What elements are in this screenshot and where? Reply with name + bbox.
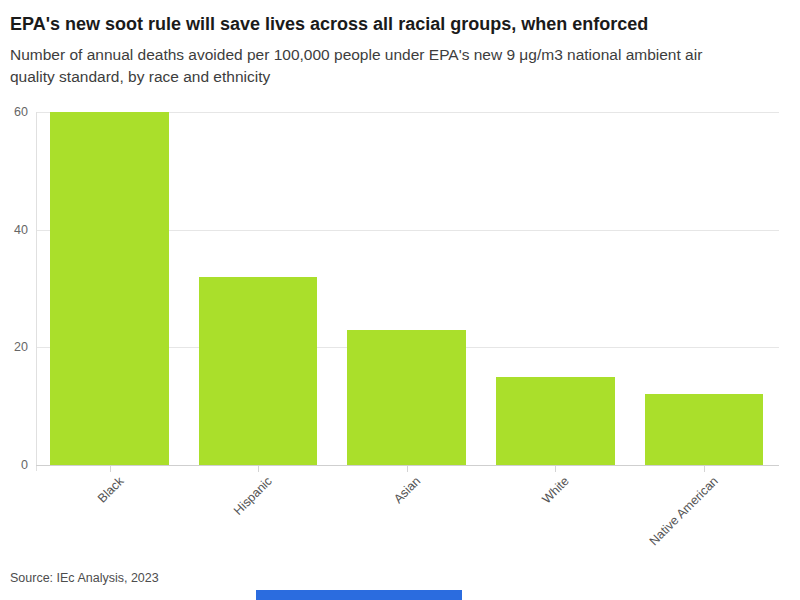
bar-black bbox=[50, 112, 169, 465]
x-tick-black bbox=[110, 466, 111, 472]
y-tick-label-60: 60 bbox=[0, 104, 28, 120]
x-tick-asian bbox=[407, 466, 408, 472]
source-note: Source: IEc Analysis, 2023 bbox=[10, 571, 159, 585]
x-label-hispanic: Hispanic bbox=[231, 474, 275, 518]
bottom-blue-bar bbox=[256, 590, 462, 600]
x-tick-hispanic bbox=[258, 466, 259, 472]
x-label-black: Black bbox=[95, 474, 127, 506]
x-tick-white bbox=[555, 466, 556, 472]
y-axis-line bbox=[36, 112, 37, 471]
x-label-native-american: Native American bbox=[647, 474, 721, 548]
chart-page: EPA's new soot rule will save lives acro… bbox=[0, 0, 800, 600]
bar-native-american bbox=[645, 394, 764, 465]
bar-chart: 0 20 40 60 Black Hispanic Asian White Native Ame… bbox=[0, 0, 800, 600]
y-tick-label-0: 0 bbox=[0, 457, 28, 473]
x-label-white: White bbox=[540, 474, 572, 506]
x-tick-native-american bbox=[704, 466, 705, 472]
bar-hispanic bbox=[199, 277, 318, 465]
bar-white bbox=[496, 377, 615, 465]
y-tick-label-20: 20 bbox=[0, 339, 28, 355]
bar-asian bbox=[347, 330, 466, 465]
x-label-asian: Asian bbox=[392, 474, 424, 506]
y-tick-label-40: 40 bbox=[0, 222, 28, 238]
